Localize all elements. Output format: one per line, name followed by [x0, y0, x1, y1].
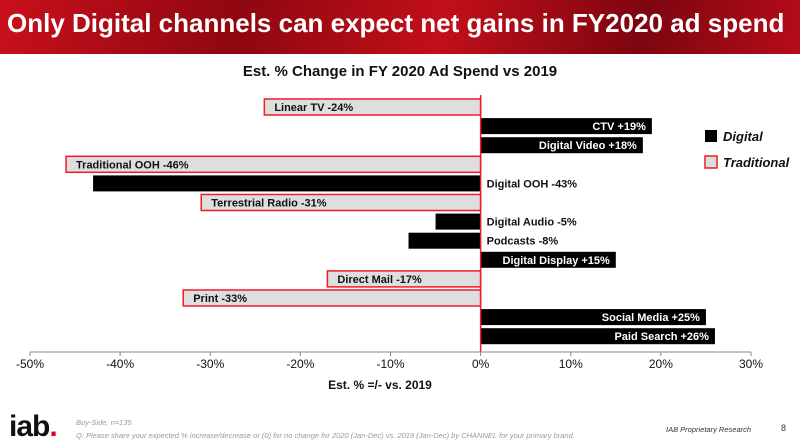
question-note: Q: Please share your expected % increase… — [76, 431, 575, 440]
title-banner: Only Digital channels can expect net gai… — [0, 0, 800, 54]
bar-7 — [408, 232, 481, 249]
bar-2 — [480, 137, 643, 154]
bar-4 — [93, 175, 481, 192]
chart-title: Est. % Change in FY 2020 Ad Spend vs 201… — [242, 63, 558, 80]
x-tick-label: -30% — [196, 357, 224, 371]
bar-label-0: Linear TV -24% — [274, 102, 353, 114]
bar-6 — [435, 213, 481, 230]
page-title: Only Digital channels can expect net gai… — [7, 8, 785, 38]
legend-swatch-traditional — [704, 155, 718, 169]
bar-label-5: Terrestrial Radio -31% — [211, 198, 327, 210]
x-tick-label: -50% — [16, 357, 44, 371]
page-number: 8 — [781, 423, 787, 433]
bar-8 — [480, 251, 616, 268]
x-axis-label: Est. % =/- vs. 2019 — [328, 378, 432, 392]
bar-11 — [480, 309, 706, 326]
sample-note: Buy-Side, n=135 — [76, 418, 132, 427]
legend-label-traditional: Traditional — [723, 155, 790, 170]
bar-label-10: Print -33% — [193, 293, 247, 305]
x-tick-label: 0% — [472, 357, 490, 371]
bar-label-9: Direct Mail -17% — [337, 274, 422, 286]
iab-logo: iab. — [9, 410, 58, 443]
source-note: IAB Proprietary Research — [666, 425, 752, 434]
legend-swatch-digital — [705, 130, 717, 142]
x-tick-label: -40% — [106, 357, 134, 371]
legend-label-digital: Digital — [723, 129, 763, 144]
x-tick-label: -10% — [376, 357, 404, 371]
bar-label-12: Paid Search +26% — [614, 331, 709, 343]
x-tick-label: 30% — [739, 357, 763, 371]
bar-label-4: Digital OOH -43% — [487, 178, 578, 190]
bar-label-1: CTV +19% — [592, 121, 646, 133]
bar-label-2: Digital Video +18% — [539, 140, 637, 152]
bar-label-11: Social Media +25% — [602, 312, 700, 324]
bar-12 — [480, 328, 715, 345]
bar-label-8: Digital Display +15% — [503, 255, 611, 267]
bar-label-6: Digital Audio -5% — [487, 217, 577, 229]
bar-label-3: Traditional OOH -46% — [76, 159, 189, 171]
x-tick-label: -20% — [286, 357, 314, 371]
bar-1 — [480, 118, 652, 135]
x-tick-label: 20% — [649, 357, 673, 371]
bar-label-7: Podcasts -8% — [487, 236, 559, 248]
x-tick-label: 10% — [559, 357, 583, 371]
